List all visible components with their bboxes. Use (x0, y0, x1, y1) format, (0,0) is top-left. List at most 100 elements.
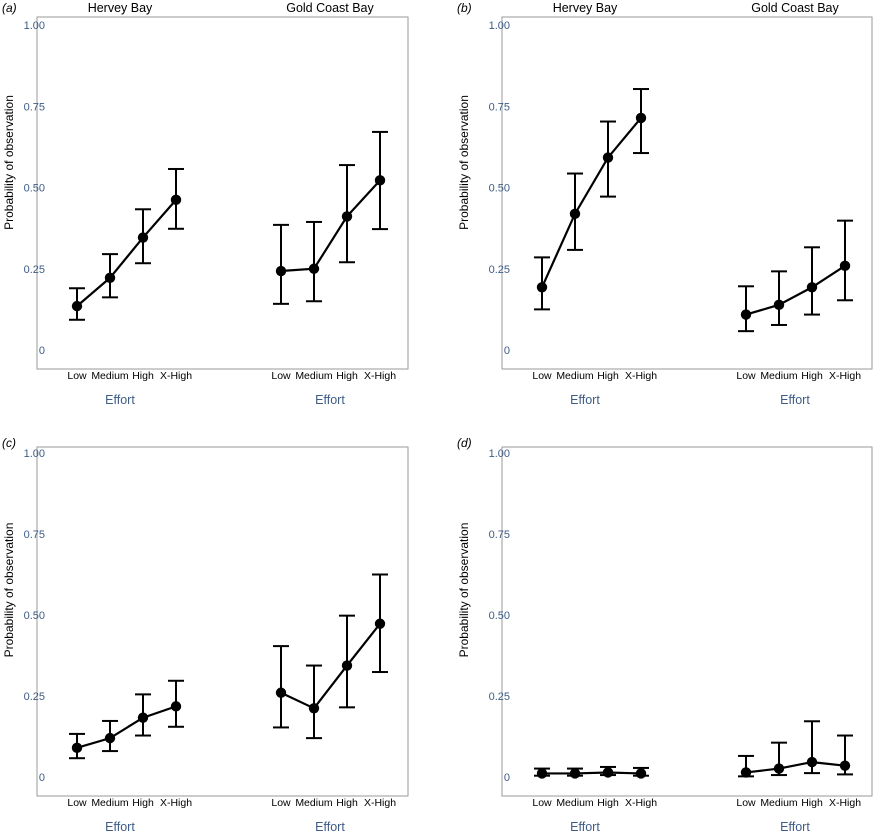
x-tick-label: Low (532, 370, 552, 382)
data-point (137, 232, 149, 243)
y-tick-label: 0.75 (489, 101, 510, 113)
data-point (71, 300, 83, 312)
x-tick-label: High (132, 797, 154, 809)
x-tick-label: High (597, 797, 619, 809)
x-tick-label: Low (736, 797, 756, 809)
y-tick-label: 0.25 (24, 691, 45, 703)
data-point (308, 703, 320, 714)
plot-frame (501, 446, 873, 797)
panel-label: (b) (457, 1, 472, 15)
x-tick-label: Medium (295, 370, 333, 382)
series-line (76, 199, 177, 307)
data-point (773, 299, 785, 311)
y-tick-label: 0.75 (24, 101, 45, 113)
series-line (540, 117, 642, 288)
y-tick-label: 0 (504, 345, 510, 357)
group-title: Hervey Bay (553, 1, 618, 15)
x-tick-label: High (801, 370, 823, 382)
data-point (536, 282, 548, 293)
x-tick-label: Low (271, 370, 291, 382)
x-tick-label: High (336, 370, 358, 382)
x-tick-label: Medium (91, 370, 129, 382)
x-axis-label: Effort (315, 820, 345, 834)
y-tick-label: 0.75 (489, 529, 510, 541)
x-tick-label: Low (67, 797, 87, 809)
x-tick-label: Medium (295, 797, 333, 809)
data-point (602, 152, 614, 163)
data-point (635, 112, 647, 124)
y-tick-label: 0 (39, 772, 45, 784)
x-axis-label: Effort (570, 393, 600, 407)
x-tick-label: Medium (556, 370, 594, 382)
series-line (745, 760, 846, 774)
data-point (341, 660, 353, 671)
data-point (773, 763, 785, 774)
data-point (71, 742, 83, 754)
data-point (341, 211, 353, 222)
x-tick-label: High (336, 797, 358, 809)
x-tick-label: Low (532, 797, 552, 809)
chart-panel-4: (d) 0 0.25 0.50 0.75 1.00 Probability of obser… (457, 436, 873, 834)
series-line (542, 771, 642, 775)
y-axis-label: Probability of observation (457, 95, 471, 230)
x-axis-label: Effort (105, 820, 135, 834)
data-point (308, 263, 320, 274)
group-title: Gold Coast Bay (751, 1, 839, 15)
series-1 (69, 167, 184, 321)
x-tick-label: X-High (160, 797, 192, 809)
y-tick-label: 1.00 (489, 448, 510, 460)
data-point (374, 175, 386, 186)
data-point (569, 208, 581, 220)
x-tick-label: X-High (829, 797, 861, 809)
series-line (745, 264, 846, 316)
y-tick-label: 0.75 (24, 529, 45, 541)
x-axis-label: Effort (780, 393, 810, 407)
y-tick-label: 0.25 (489, 264, 510, 276)
y-tick-label: 0 (504, 772, 510, 784)
plot-frame (501, 16, 873, 370)
series-line (76, 705, 177, 749)
x-tick-label: Low (271, 797, 291, 809)
group-title: Hervey Bay (88, 1, 153, 15)
x-tick-label: Medium (760, 797, 798, 809)
x-tick-label: Medium (91, 797, 129, 809)
plot-frame (36, 446, 409, 797)
data-point (170, 701, 182, 712)
series-line (280, 623, 381, 710)
y-tick-label: 0.25 (489, 691, 510, 703)
series-line (280, 179, 381, 273)
data-point (839, 760, 851, 771)
y-tick-label: 0.25 (24, 264, 45, 276)
x-tick-label: X-High (829, 370, 861, 382)
group-title: Gold Coast Bay (286, 1, 374, 15)
series-1 (69, 679, 184, 760)
y-tick-label: 0.50 (24, 183, 45, 195)
y-tick-label: 0.50 (489, 610, 510, 622)
series-1 (534, 88, 649, 311)
x-tick-label: High (132, 370, 154, 382)
y-tick-label: 1.00 (24, 448, 45, 460)
data-point (374, 618, 386, 629)
data-point (740, 309, 752, 320)
data-point (170, 194, 182, 206)
series-2 (273, 130, 388, 305)
panel-label: (d) (457, 436, 472, 450)
x-tick-label: Low (67, 370, 87, 382)
chart-panel-2: (b) Hervey Bay Gold Coast Bay 0 0.25 0.50 0.75… (457, 1, 873, 407)
x-tick-label: High (801, 797, 823, 809)
y-tick-label: 0 (39, 345, 45, 357)
x-tick-label: Medium (760, 370, 798, 382)
y-axis-label: Probability of observation (457, 523, 471, 658)
data-point (104, 272, 116, 284)
data-point (740, 767, 752, 778)
x-tick-label: X-High (625, 370, 657, 382)
y-tick-label: 0.50 (489, 183, 510, 195)
data-point (275, 687, 287, 698)
data-point (104, 732, 116, 744)
data-point (839, 260, 851, 272)
y-tick-label: 0.50 (24, 610, 45, 622)
x-tick-label: Medium (556, 797, 594, 809)
x-tick-label: X-High (160, 370, 192, 382)
chart-panel-1: (a) Hervey Bay Gold Coast Bay 0 0.25 0.50 0.75… (2, 1, 409, 407)
y-tick-label: 1.00 (489, 20, 510, 32)
